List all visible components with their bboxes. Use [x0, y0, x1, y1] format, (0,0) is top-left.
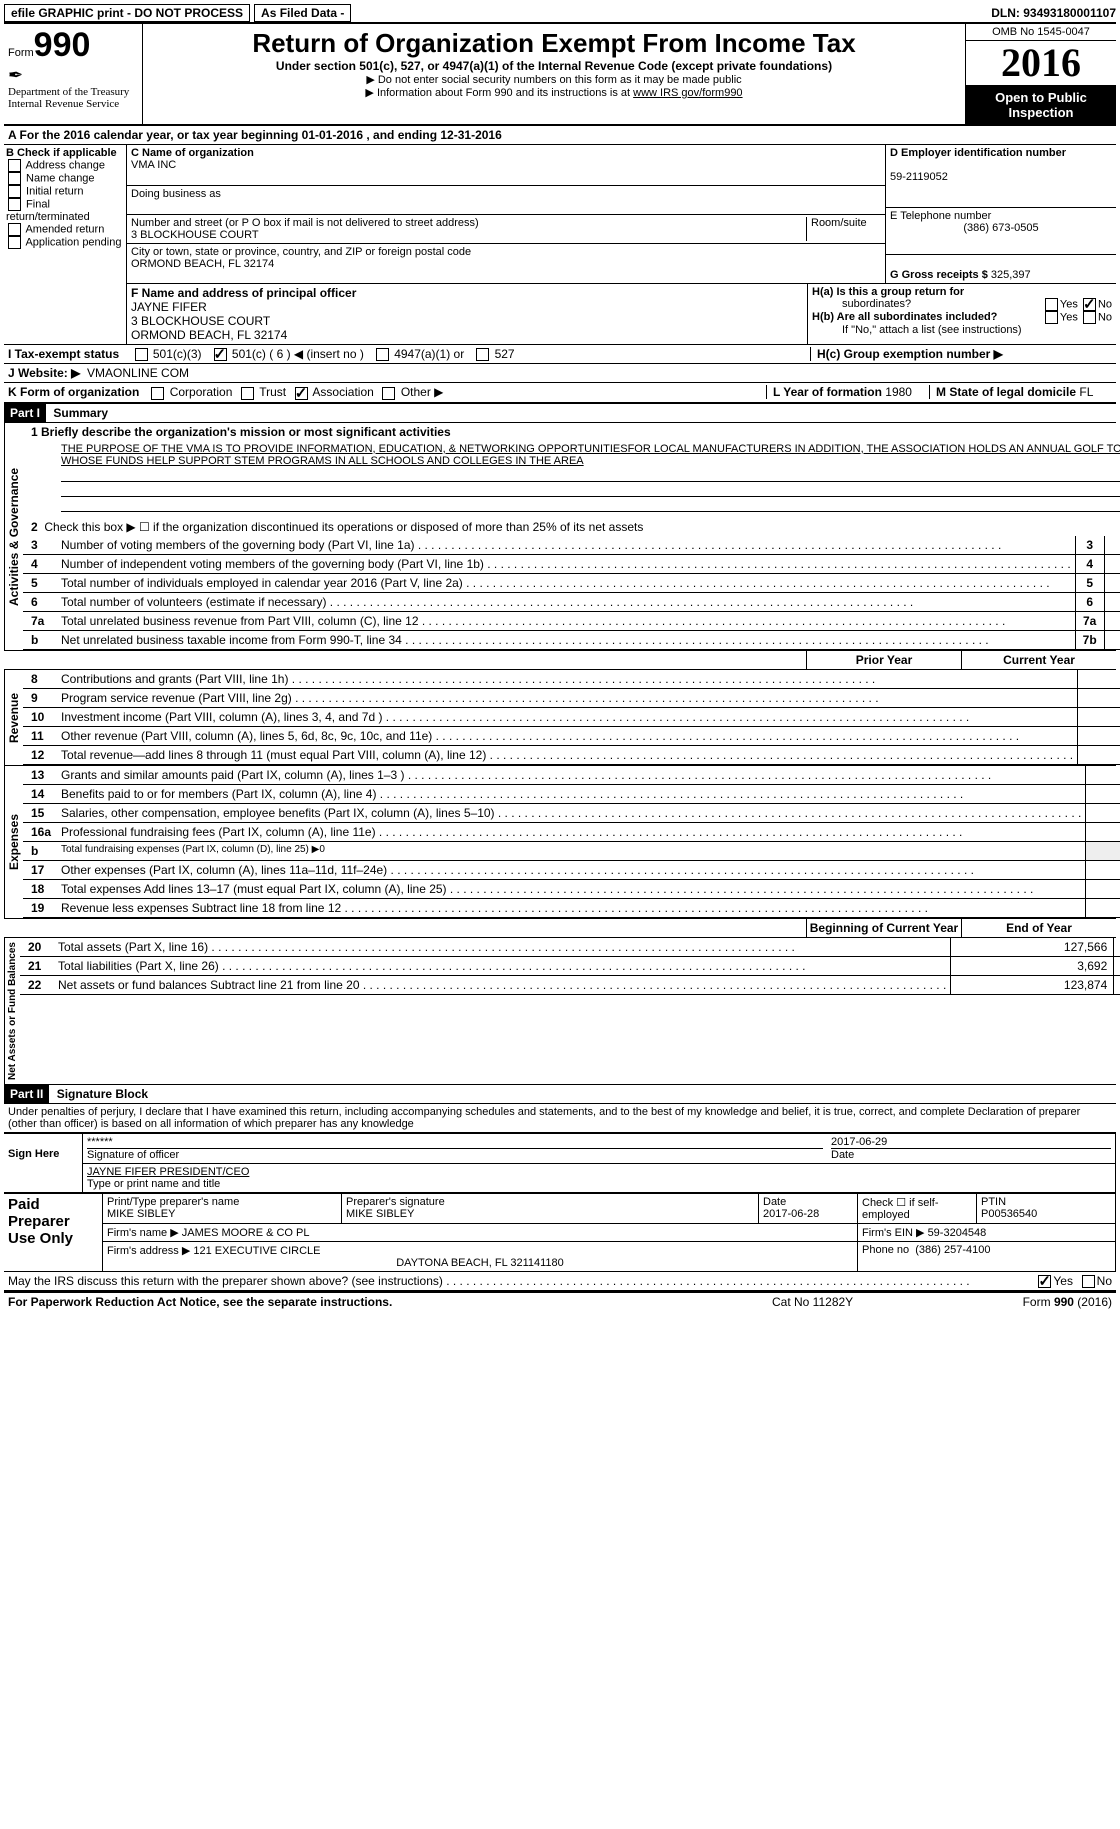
- row-a: A For the 2016 calendar year, or tax yea…: [4, 126, 1116, 145]
- col-d: D Employer identification number59-21190…: [885, 145, 1116, 283]
- header: Form990 ✒ Department of the Treasury Int…: [4, 24, 1116, 126]
- row-i: I Tax-exempt status 501(c)(3) 501(c) ( 6…: [4, 345, 1116, 364]
- preparer-table: Paid Preparer Use Only Print/Type prepar…: [4, 1193, 1116, 1272]
- col-c: C Name of organizationVMA INC Doing busi…: [127, 145, 1116, 344]
- irs-link[interactable]: www IRS gov/form990: [633, 87, 742, 99]
- perjury-text: Under penalties of perjury, I declare th…: [4, 1104, 1116, 1133]
- side-revenue: Revenue: [4, 670, 23, 765]
- side-expenses: Expenses: [4, 766, 23, 918]
- side-activities: Activities & Governance: [4, 423, 23, 650]
- row-j: J Website: ▶ VMAONLINE COM: [4, 364, 1116, 383]
- header-left: Form990 ✒ Department of the Treasury Int…: [4, 24, 143, 124]
- hb-yes[interactable]: [1045, 311, 1058, 324]
- discuss-no[interactable]: [1082, 1275, 1095, 1288]
- top-bar: efile GRAPHIC print - DO NOT PROCESS As …: [4, 4, 1116, 24]
- form-title: Return of Organization Exempt From Incom…: [147, 28, 961, 59]
- mission-text: THE PURPOSE OF THE VMA IS TO PROVIDE INF…: [23, 441, 1120, 514]
- header-right: OMB No 1545-0047 2016 Open to PublicInsp…: [965, 24, 1116, 124]
- row-k: K Form of organization Corporation Trust…: [4, 383, 1116, 402]
- side-nets: Net Assets or Fund Balances: [4, 938, 20, 1084]
- discuss-yes[interactable]: [1038, 1275, 1051, 1288]
- col-b: B Check if applicable Address change Nam…: [4, 145, 127, 344]
- asfiled-box: As Filed Data -: [254, 4, 351, 22]
- ha-no[interactable]: [1083, 298, 1096, 311]
- part1-header: Part I Summary: [4, 403, 1116, 423]
- header-middle: Return of Organization Exempt From Incom…: [143, 24, 965, 124]
- part2-header: Part II Signature Block: [4, 1084, 1116, 1104]
- signature-table: Sign Here ******Signature of officer 201…: [4, 1133, 1116, 1193]
- efile-box: efile GRAPHIC print - DO NOT PROCESS: [4, 4, 250, 22]
- hb-no[interactable]: [1083, 311, 1096, 324]
- dln: DLN: 93493180001107: [991, 6, 1116, 20]
- footer: For Paperwork Reduction Act Notice, see …: [4, 1292, 1116, 1311]
- ha-yes[interactable]: [1045, 298, 1058, 311]
- entity-block: B Check if applicable Address change Nam…: [4, 145, 1116, 345]
